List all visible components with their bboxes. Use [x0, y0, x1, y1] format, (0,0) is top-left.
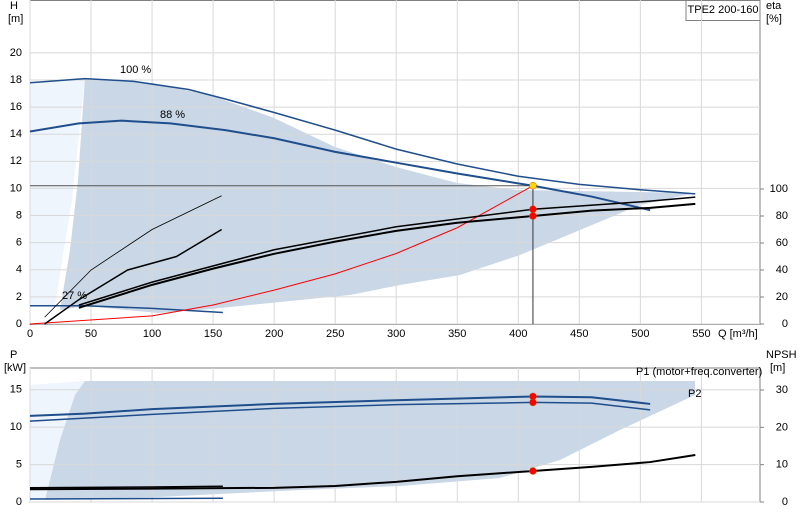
x-tick-label: 150: [204, 328, 222, 340]
x-tick-label: 350: [448, 328, 466, 340]
operating-point: [529, 205, 537, 213]
y2-tick-label: 40: [776, 264, 788, 276]
y2-tick-label: 60: [776, 237, 788, 249]
x-label: Q [m³/h]: [718, 328, 758, 340]
x-tick-label: 500: [631, 328, 649, 340]
x-tick-label: 200: [265, 328, 283, 340]
y2-tick-label: 0: [782, 318, 788, 330]
x-tick-label: 0: [27, 328, 33, 340]
y2-tick-label: 30: [776, 384, 788, 396]
y2-label: eta: [766, 0, 782, 12]
curve: [29, 485, 223, 489]
y2-label: NPSH: [766, 349, 797, 361]
title-box: [685, 0, 761, 21]
curve: [29, 119, 651, 212]
x-tick-label: 100: [143, 328, 161, 340]
y-tick-label: 15: [10, 384, 22, 396]
curve: [78, 202, 696, 309]
shade-light: [30, 78, 85, 305]
y-tick-label: 12: [10, 155, 22, 167]
y-tick-label: 10: [10, 421, 22, 433]
y2-tick-label: 100: [770, 183, 788, 195]
curve: [29, 453, 696, 491]
x-tick-label: 250: [326, 328, 344, 340]
y2-unit: [%]: [766, 13, 782, 25]
y-tick-label: 18: [10, 74, 22, 86]
y-label: H: [10, 0, 18, 12]
y-tick-label: 20: [10, 47, 22, 59]
curve: [29, 77, 696, 195]
y-tick-label: 4: [16, 264, 22, 276]
curve: [44, 228, 223, 325]
x-tick-label: 50: [85, 328, 97, 340]
curve: [29, 401, 651, 422]
annotation: P2: [688, 388, 701, 400]
y-tick-label: 0: [16, 496, 22, 508]
y-unit: [m]: [8, 13, 23, 25]
annotation: P1 (motor+freq.converter): [636, 366, 762, 378]
curve: [29, 185, 534, 325]
x-tick-label: 400: [509, 328, 527, 340]
y2-tick-label: 20: [776, 421, 788, 433]
operating-point: [529, 467, 537, 475]
operating-point: [529, 212, 537, 220]
curve: [29, 497, 223, 500]
y2-tick-label: 10: [776, 459, 788, 471]
annotation: 100 %: [120, 64, 151, 76]
curve: [44, 195, 222, 318]
chart-title: TPE2 200-160: [688, 4, 759, 16]
shade: [45, 381, 695, 500]
x-tick-label: 450: [570, 328, 588, 340]
y-tick-label: 14: [10, 128, 22, 140]
y-tick-label: 8: [16, 209, 22, 221]
curve: [30, 304, 223, 314]
y-label: P: [10, 349, 17, 361]
y-unit: [kW]: [4, 362, 26, 374]
y-tick-label: 5: [16, 458, 22, 470]
operating-point: [529, 398, 537, 407]
x-tick-label: 300: [387, 328, 405, 340]
annotation: 27 %: [62, 290, 87, 302]
y-tick-label: 2: [16, 291, 22, 303]
x-tick-label: 550: [692, 328, 710, 340]
shade: [60, 78, 695, 313]
y2-tick-label: 20: [776, 291, 788, 303]
y-tick-label: 6: [16, 237, 22, 249]
y2-tick-label: 80: [776, 210, 788, 222]
y2-unit: [m]: [770, 362, 785, 374]
annotation: 88 %: [160, 109, 185, 121]
curve: [29, 395, 651, 417]
y-tick-label: 16: [10, 101, 22, 113]
curve: [78, 196, 696, 306]
operating-point: [529, 181, 537, 190]
y2-tick-label: 0: [782, 496, 788, 508]
y-tick-label: 0: [16, 318, 22, 330]
y-tick-label: 10: [10, 182, 22, 194]
